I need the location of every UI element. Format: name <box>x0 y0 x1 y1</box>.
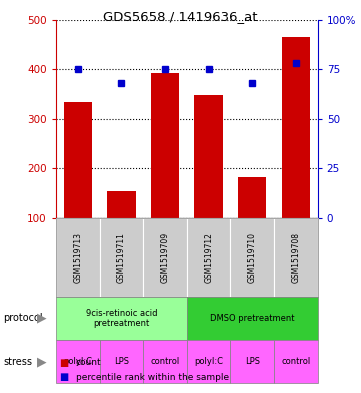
Text: percentile rank within the sample: percentile rank within the sample <box>76 373 229 382</box>
Text: LPS: LPS <box>114 357 129 366</box>
Bar <box>238 177 266 218</box>
Bar <box>282 37 310 218</box>
Bar <box>195 95 223 218</box>
Text: ▶: ▶ <box>37 355 46 368</box>
Bar <box>64 101 92 218</box>
Text: DMSO pretreatment: DMSO pretreatment <box>210 314 295 323</box>
Text: LPS: LPS <box>245 357 260 366</box>
Bar <box>151 73 179 218</box>
Text: GDS5658 / 1419636_at: GDS5658 / 1419636_at <box>103 10 258 23</box>
Text: GSM1519710: GSM1519710 <box>248 232 257 283</box>
Text: ▶: ▶ <box>37 312 46 325</box>
Text: stress: stress <box>4 356 32 367</box>
Text: protocol: protocol <box>4 313 43 323</box>
Bar <box>107 191 136 218</box>
Text: GSM1519708: GSM1519708 <box>291 232 300 283</box>
Text: ■: ■ <box>60 372 69 382</box>
Text: GSM1519713: GSM1519713 <box>73 232 82 283</box>
Text: GSM1519712: GSM1519712 <box>204 232 213 283</box>
Text: GSM1519711: GSM1519711 <box>117 232 126 283</box>
Text: 9cis-retinoic acid
pretreatment: 9cis-retinoic acid pretreatment <box>86 309 157 328</box>
Text: count: count <box>76 358 101 367</box>
Text: ■: ■ <box>60 358 69 368</box>
Text: control: control <box>151 357 180 366</box>
Text: control: control <box>281 357 310 366</box>
Text: polyI:C: polyI:C <box>63 357 92 366</box>
Text: GSM1519709: GSM1519709 <box>161 232 170 283</box>
Text: polyI:C: polyI:C <box>194 357 223 366</box>
